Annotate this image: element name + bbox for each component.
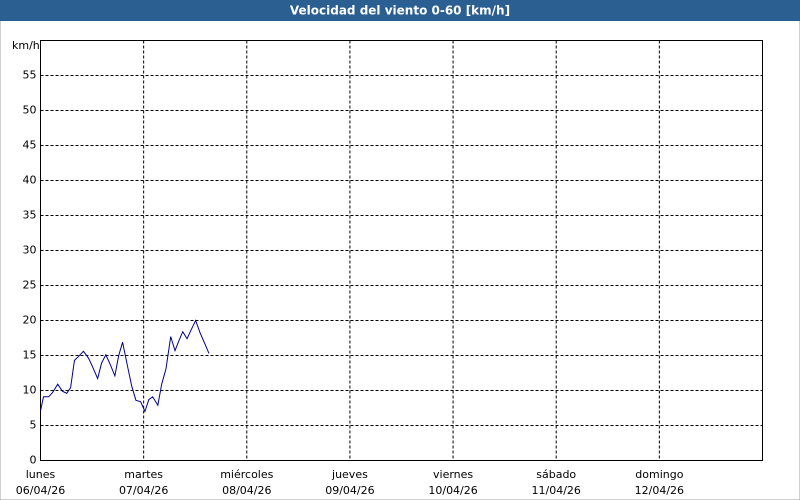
x-tick-label: domingo bbox=[635, 468, 683, 481]
y-tick-label: 30 bbox=[23, 244, 37, 257]
x-tick-label: jueves bbox=[331, 468, 368, 481]
x-tick-label: viernes bbox=[433, 468, 473, 481]
x-tick-date: 12/04/26 bbox=[635, 484, 684, 497]
x-tick-label: sábado bbox=[536, 468, 576, 481]
y-tick-label: 35 bbox=[23, 209, 37, 222]
x-tick-date: 11/04/26 bbox=[532, 484, 581, 497]
y-tick-label: 10 bbox=[23, 384, 37, 397]
x-tick-label: miércoles bbox=[220, 468, 273, 481]
x-tick-date: 09/04/26 bbox=[325, 484, 374, 497]
y-tick-label: 45 bbox=[23, 139, 37, 152]
y-axis-label: km/h bbox=[12, 39, 40, 52]
title-bar bbox=[0, 0, 800, 21]
y-tick-label: 15 bbox=[23, 349, 37, 362]
x-tick-date: 10/04/26 bbox=[428, 484, 477, 497]
x-tick-date: 06/04/26 bbox=[16, 484, 65, 497]
x-tick-label: martes bbox=[124, 468, 163, 481]
y-tick-label: 20 bbox=[23, 314, 37, 327]
data-line bbox=[40, 319, 210, 413]
x-tick-label: lunes bbox=[26, 468, 56, 481]
chart-title: Velocidad del viento 0-60 [km/h] bbox=[290, 4, 510, 18]
y-tick-label: 50 bbox=[23, 104, 37, 117]
y-tick-label: 55 bbox=[23, 69, 37, 82]
y-tick-label: 40 bbox=[23, 174, 37, 187]
y-tick-label: 0 bbox=[30, 454, 37, 467]
y-tick-label: 5 bbox=[30, 419, 37, 432]
x-tick-date: 08/04/26 bbox=[222, 484, 271, 497]
x-tick-date: 07/04/26 bbox=[119, 484, 168, 497]
y-tick-label: 25 bbox=[23, 279, 37, 292]
